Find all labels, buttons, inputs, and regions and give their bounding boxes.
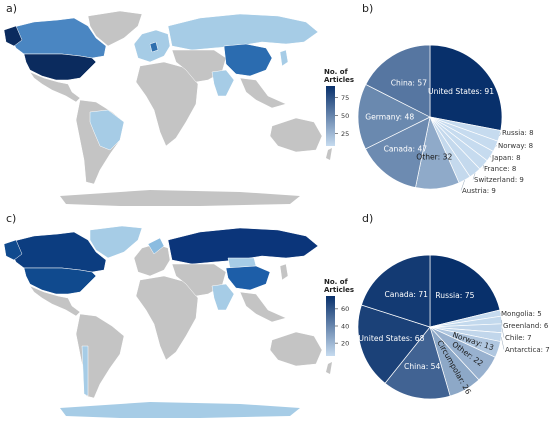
pie-d-slice-russia: [429, 254, 501, 328]
map-c-antarctica: [60, 402, 300, 418]
map-a-se-asia: [239, 77, 287, 109]
panel-label-b: b): [362, 2, 373, 15]
map-c-australia: [269, 331, 323, 367]
map-a-china: [223, 43, 273, 77]
pie-b-slice-canada: [364, 116, 431, 188]
map-a-alaska: [3, 25, 23, 47]
pie-d-label-mongolia: Mongolia: 5: [501, 310, 542, 318]
colorbar-a-tick-label: 25: [341, 130, 349, 138]
pie-b-label-france: France: 8: [484, 165, 516, 173]
pie-b-label-norway: Norway: 8: [498, 142, 533, 150]
map-c-china: [225, 265, 271, 291]
pie-b-leader-france: [482, 164, 484, 169]
pie-b-leader-russia: [499, 132, 502, 137]
pie-d-label-antarctica: Antarctica: 7: [505, 346, 550, 354]
colorbar-a-tick-label: 50: [341, 112, 349, 120]
pie-b-label-canada: Canada: 47: [384, 145, 428, 154]
colorbar-c-tick-label: 40: [341, 322, 349, 330]
pie-b-label-china: China: 57: [391, 78, 427, 87]
map-c-canada: [9, 231, 107, 273]
world-map-a: [3, 10, 332, 206]
map-c-norway: [147, 237, 165, 255]
map-a-africa: [135, 61, 199, 147]
colorbar-c-tick-label: 20: [341, 339, 349, 347]
map-c-russia: [167, 227, 319, 265]
pie-d-label-china: China: 54: [404, 362, 440, 371]
colorbar-c-tick-label: 60: [341, 305, 349, 313]
pie-d-label-united-states: United States: 68: [358, 334, 424, 343]
pie-b-label-united-states: United States: 91: [428, 87, 494, 96]
pie-b-label-austria: Austria: 9: [462, 187, 496, 195]
map-c-india: [211, 283, 235, 311]
colorbar-a-title-2: Articles: [324, 76, 354, 84]
map-c-greenland: [89, 225, 143, 259]
pie-b-label-germany: Germany: 48: [365, 112, 414, 121]
pie-b-label-japan: Japan: 8: [491, 154, 521, 162]
map-c-mexico: [29, 285, 81, 317]
map-a-mexico: [29, 71, 81, 103]
panel-label-d: d): [362, 212, 373, 225]
map-a-brazil: [89, 109, 125, 151]
pie-b-slice-united-states: [429, 44, 503, 131]
map-c-se-asia: [239, 291, 287, 323]
map-c-europe: [133, 243, 171, 277]
map-c-united-states: [23, 267, 97, 295]
pie-chart-b: United States: 91 Russia: 8 Norway: 8 Japan…: [357, 44, 534, 195]
colorbar-c-title-1: No. of: [324, 278, 349, 286]
colorbar-a-gradient: [326, 86, 335, 146]
pie-d-label-russia: Russia: 75: [435, 291, 474, 300]
map-c-japan: [279, 263, 289, 281]
pie-d-label-greenland: Greenland: 6: [503, 322, 549, 330]
map-c-alaska: [3, 239, 23, 261]
world-map-c: [3, 225, 332, 418]
pie-d-leader-chile: [501, 328, 505, 338]
pie-b-leader-austria: [460, 180, 465, 191]
pie-d-leader-antarctica: [501, 337, 505, 350]
pie-b-leader-japan: [490, 156, 492, 158]
map-c-africa: [135, 275, 199, 361]
map-a-japan: [279, 49, 289, 67]
pie-b-label-other: Other: 32: [416, 153, 452, 162]
pie-d-label-canada: Canada: 71: [384, 290, 428, 299]
colorbar-c: No. of Articles 20 40 60: [324, 278, 354, 356]
panel-label-a: a): [6, 2, 17, 15]
pie-d-label-chile: Chile: 7: [505, 334, 532, 342]
map-a-germany: [149, 41, 159, 53]
map-a-greenland: [87, 10, 143, 47]
pie-b-label-russia: Russia: 8: [502, 129, 534, 137]
pie-b-leader-norway: [495, 145, 498, 147]
map-a-antarctica: [60, 190, 300, 206]
map-c-new-zealand: [326, 362, 332, 374]
pie-d-slice-china: [384, 326, 451, 400]
colorbar-a: No. of Articles 25 50 75: [324, 68, 354, 146]
map-a-australia: [269, 117, 323, 153]
map-a-new-zealand: [326, 148, 332, 160]
colorbar-c-title-2: Articles: [324, 286, 354, 294]
colorbar-c-gradient: [326, 296, 335, 356]
map-a-russia: [167, 13, 319, 51]
colorbar-a-tick-label: 75: [341, 94, 349, 102]
pie-b-leader-switzerland: [472, 173, 476, 180]
map-a-india: [211, 69, 235, 97]
map-c-chile: [81, 345, 89, 397]
map-a-canada: [9, 17, 107, 59]
colorbar-a-title-1: No. of: [324, 68, 349, 76]
pie-b-slice-china: [365, 44, 431, 118]
pie-d-slice-united-states: [357, 304, 431, 384]
map-a-united-states: [23, 53, 97, 81]
pie-chart-d: Russia: 75 Mongolia: 5 Greenland: 6 Chile: …: [357, 254, 550, 400]
pie-b-slice-germany: [357, 83, 431, 150]
pie-b-label-switzerland: Switzerland: 9: [474, 176, 524, 184]
panel-label-c: c): [6, 212, 16, 225]
pie-d-slice-canada: [361, 254, 431, 328]
